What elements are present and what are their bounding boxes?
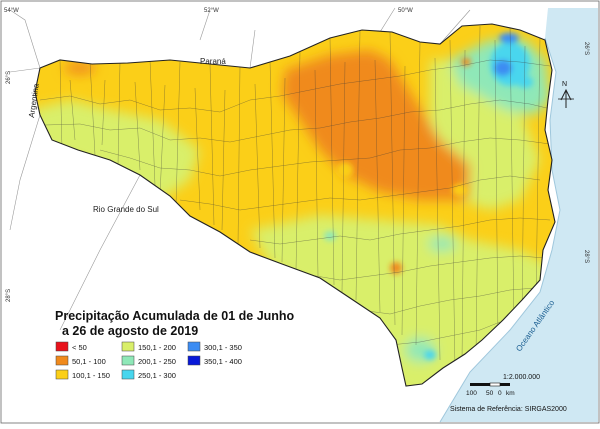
legend-item: < 50 (55, 341, 87, 352)
scale-bar: 100 50 0 km (466, 382, 515, 397)
legend-item: 200,1 - 250 (121, 355, 176, 366)
graticule-ticks: 54°W 52°W 50°W 26°S 28°S 26°S 28°S (4, 8, 589, 302)
legend-item: 100,1 - 150 (55, 369, 110, 380)
scale-km: km (506, 390, 515, 397)
neighbor-borders (9, 7, 471, 73)
map-title-line2: a 26 de agosto de 2019 (62, 324, 198, 338)
legend-label: 300,1 - 350 (204, 343, 242, 352)
tick-26s-left: 26°S (6, 71, 12, 84)
legend-swatch (121, 341, 135, 352)
legend-item: 150,1 - 200 (121, 341, 176, 352)
tick-50w: 50°W (398, 8, 413, 14)
tick-28s-right: 28°S (583, 250, 589, 263)
legend-swatch (121, 369, 135, 380)
legend-swatch (187, 341, 201, 352)
legend-item: 50,1 - 100 (55, 355, 106, 366)
scale-50: 50 (486, 390, 494, 397)
label-parana: Paraná (200, 57, 226, 66)
scale-text: 1:2.000.000 (503, 374, 540, 381)
legend-swatch (121, 355, 135, 366)
label-rio-grande: Rio Grande do Sul (93, 205, 159, 214)
north-arrow-icon: N (558, 81, 574, 108)
legend-label: 100,1 - 150 (72, 371, 110, 380)
tick-28s-left: 28°S (6, 289, 12, 302)
tick-52w: 52°W (204, 8, 219, 14)
legend-label: 50,1 - 100 (72, 357, 106, 366)
tick-54w: 54°W (4, 8, 19, 14)
scale-100: 100 (466, 390, 477, 397)
legend: < 50 50,1 - 100 100,1 - 150 150,1 - 200 … (55, 341, 242, 380)
coastline (439, 37, 561, 423)
legend-item: 300,1 - 350 (187, 341, 242, 352)
legend-swatch (55, 355, 69, 366)
scale-0: 0 (498, 390, 502, 397)
legend-item: 250,1 - 300 (121, 369, 176, 380)
reference-system: Sistema de Referência: SIRGAS2000 (450, 406, 567, 413)
legend-item: 350,1 - 400 (187, 355, 242, 366)
legend-swatch (55, 369, 69, 380)
legend-label: 200,1 - 250 (138, 357, 176, 366)
legend-label: 150,1 - 200 (138, 343, 176, 352)
legend-label: 250,1 - 300 (138, 371, 176, 380)
neighbor-borders-south (9, 114, 141, 331)
map-title-line1: Precipitação Acumulada de 01 de Junho (55, 309, 295, 323)
legend-label: < 50 (72, 343, 87, 352)
ocean-area (440, 8, 598, 422)
legend-swatch (55, 341, 69, 352)
legend-swatch (187, 355, 201, 366)
tick-26s-right: 26°S (583, 42, 589, 55)
north-label: N (562, 81, 567, 88)
legend-label: 350,1 - 400 (204, 357, 242, 366)
